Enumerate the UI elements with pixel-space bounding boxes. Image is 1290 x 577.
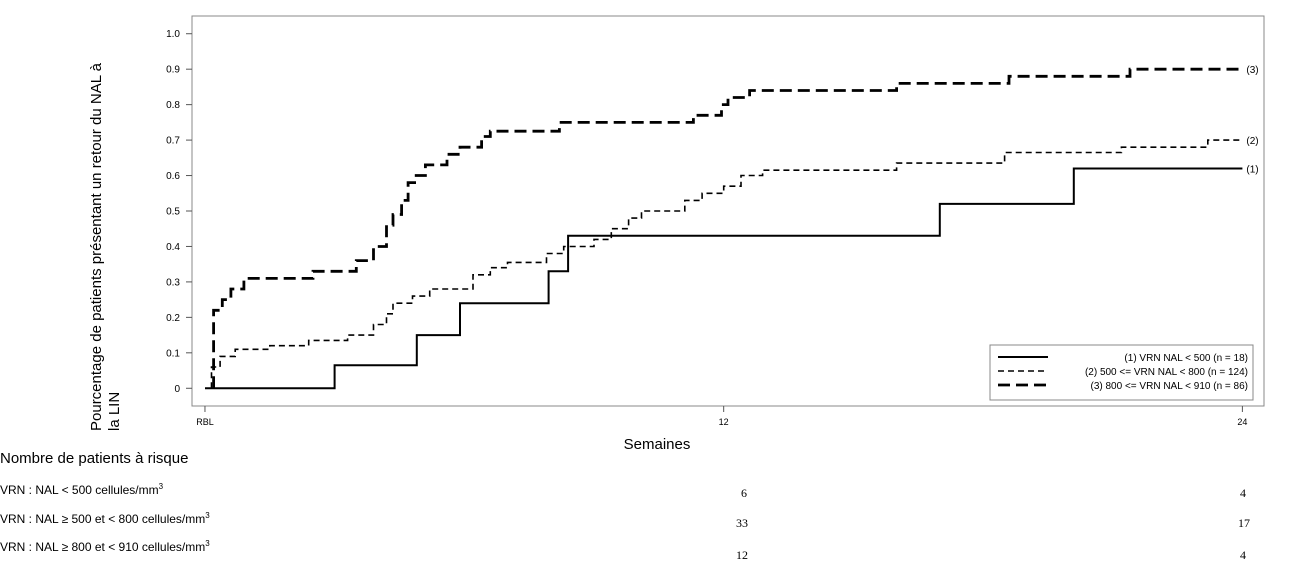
- y-tick-label-5: 0.5: [166, 207, 180, 218]
- risk-row-label-3-sup: 3: [205, 539, 210, 548]
- risk-row-label-1: VRN : NAL < 500 cellules/mm3: [0, 482, 163, 497]
- km-chart: 00.10.20.30.40.50.60.70.80.91.0 RBL 12 24 …: [88, 15, 1265, 450]
- y-axis-title-line2: la LIN: [106, 392, 123, 431]
- risk-row-label-2: VRN : NAL ≥ 500 et < 800 cellules/mm3: [0, 511, 210, 526]
- x-axis-title: Semaines: [624, 436, 691, 450]
- series-line-2: [210, 139, 1243, 389]
- legend-label-3: (3) 800 <= VRN NAL < 910 (n = 86): [1091, 381, 1249, 392]
- y-tick-label-2: 0.2: [166, 313, 180, 324]
- risk-value-1-12: 6: [741, 486, 747, 500]
- y-axis: 0 0.1 0.2 0.3 0.4 0.5 0.6 0.7 0.8 0.9 1.0: [166, 29, 192, 395]
- risk-table-title: Nombre de patients à risque: [0, 450, 189, 467]
- x-tick-label-1: 12: [719, 417, 729, 427]
- risk-value-1-24: 4: [1240, 486, 1246, 500]
- legend-label-1: (1) VRN NAL < 500 (n = 18): [1124, 353, 1248, 364]
- end-labels: (1) (2) (3): [1246, 65, 1258, 175]
- risk-value-2-12: 33: [736, 516, 748, 530]
- y-tick-label-9: 0.9: [166, 65, 180, 76]
- y-tick-label-4: 0.4: [166, 242, 180, 253]
- x-tick-label-0: RBL: [196, 417, 214, 427]
- series-end-label-3: (3): [1246, 65, 1258, 76]
- risk-row-label-3-text: VRN : NAL ≥ 800 et < 910 cellules/mm: [0, 540, 206, 554]
- y-tick-label-7: 0.7: [166, 136, 180, 147]
- risk-row-label-2-sup: 3: [205, 511, 210, 520]
- risk-value-2-24: 17: [1238, 516, 1250, 530]
- y-tick-label-0: 0: [174, 384, 180, 395]
- risk-row-label-1-text: VRN : NAL < 500 cellules/mm: [0, 483, 159, 497]
- y-axis-title: Pourcentage de patients présentant un re…: [88, 62, 123, 431]
- legend: (1) VRN NAL < 500 (n = 18) (2) 500 <= VR…: [989, 344, 1254, 401]
- risk-row-label-3: VRN : NAL ≥ 800 et < 910 cellules/mm3: [0, 539, 210, 554]
- series-group: [205, 67, 1243, 390]
- series-end-label-2: (2): [1246, 136, 1258, 147]
- legend-label-2: (2) 500 <= VRN NAL < 800 (n = 124): [1085, 367, 1248, 378]
- risk-row-label-2-text: VRN : NAL ≥ 500 et < 800 cellules/mm: [0, 512, 206, 526]
- series-line-3: [212, 67, 1243, 389]
- risk-value-3-24: 4: [1240, 548, 1246, 562]
- y-tick-label-3: 0.3: [166, 277, 180, 288]
- legend-box: [989, 344, 1254, 401]
- x-tick-label-2: 24: [1237, 417, 1247, 427]
- y-tick-label-10: 1.0: [166, 29, 180, 40]
- risk-row-label-1-sup: 3: [158, 482, 164, 491]
- y-tick-label-1: 0.1: [166, 348, 180, 359]
- y-axis-title-line1: Pourcentage de patients présentant un re…: [88, 62, 105, 431]
- x-axis: RBL 12 24: [196, 406, 1247, 427]
- y-tick-label-8: 0.8: [166, 100, 180, 111]
- series-line-1: [205, 167, 1243, 390]
- series-end-label-1: (1): [1246, 164, 1258, 175]
- risk-value-3-12: 12: [736, 548, 748, 562]
- y-tick-label-6: 0.6: [166, 171, 180, 182]
